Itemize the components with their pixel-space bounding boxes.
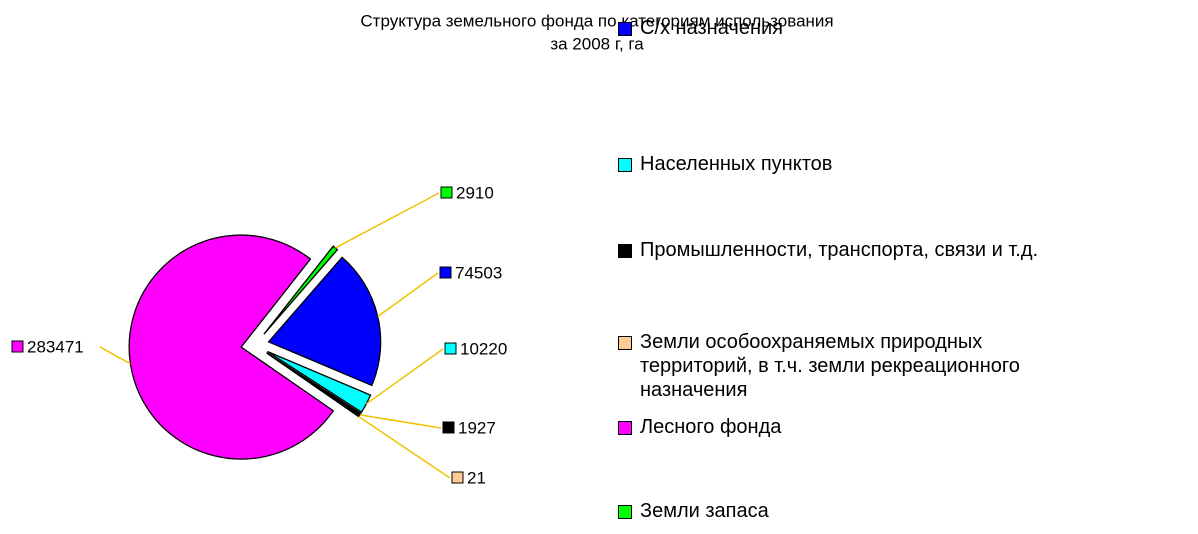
label-key bbox=[442, 421, 455, 434]
legend-item: Земли особоохраняемых природных территор… bbox=[610, 330, 1060, 402]
data-label: 10220 bbox=[460, 339, 507, 358]
label-key bbox=[11, 340, 24, 353]
legend-label: Промышленности, транспорта, связи и т.д. bbox=[640, 239, 1039, 261]
leader-line bbox=[359, 414, 442, 429]
legend-item: С/х назначения bbox=[610, 16, 1060, 40]
legend-label: Земли запаса bbox=[640, 500, 769, 522]
leader-line bbox=[377, 272, 439, 318]
label-key bbox=[444, 342, 457, 355]
data-label: 21 bbox=[467, 468, 486, 487]
legend-item: Населенных пунктов bbox=[610, 152, 1060, 176]
chart-subtitle: за 2008 г, га bbox=[550, 34, 644, 53]
data-label: 74503 bbox=[455, 263, 502, 282]
label-key bbox=[439, 266, 452, 279]
legend-label: Лесного фонда bbox=[640, 416, 782, 438]
label-key bbox=[440, 186, 453, 199]
legend-label: С/х назначения bbox=[640, 17, 783, 39]
leader-line bbox=[365, 348, 444, 405]
legend-key bbox=[618, 244, 632, 258]
leader-line bbox=[358, 415, 451, 479]
legend-label: Земли особоохраняемых природных территор… bbox=[640, 331, 1020, 401]
data-label: 283471 bbox=[27, 337, 84, 356]
leader-line bbox=[99, 346, 131, 365]
pie-slice bbox=[128, 234, 335, 460]
chart-title: Структура земельного фонда по категориям… bbox=[360, 11, 833, 30]
leader-line bbox=[334, 192, 440, 249]
data-label: 2910 bbox=[456, 183, 494, 202]
pie-slice bbox=[263, 245, 339, 335]
legend-item: Лесного фонда bbox=[610, 415, 1060, 439]
legend-key bbox=[618, 158, 632, 172]
legend-key bbox=[618, 505, 632, 519]
label-key bbox=[451, 471, 464, 484]
data-label: 1927 bbox=[458, 418, 496, 437]
legend-label: Населенных пунктов bbox=[640, 153, 833, 175]
legend-item: Земли запаса bbox=[610, 499, 1060, 523]
legend-key bbox=[618, 22, 632, 36]
legend-key bbox=[618, 336, 632, 350]
legend-key bbox=[618, 421, 632, 435]
legend-item: Промышленности, транспорта, связи и т.д. bbox=[610, 238, 1060, 262]
